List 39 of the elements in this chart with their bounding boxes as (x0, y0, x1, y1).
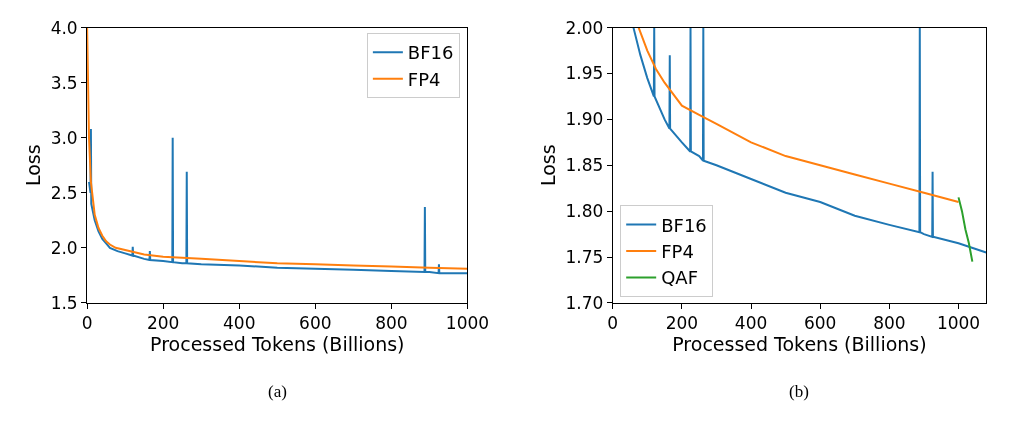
y-tick-label: 4.0 (50, 17, 78, 38)
x-tick-label: 1000 (936, 313, 981, 334)
x-tick-label: 400 (223, 313, 256, 334)
line-series (957, 196, 974, 263)
x-axis-title: Processed Tokens (Billions) (672, 333, 927, 356)
y-tick-label: 1.75 (565, 246, 604, 267)
legend-label: FP4 (661, 241, 694, 263)
y-tick-label: 2.5 (50, 182, 78, 203)
x-tick-label: 1000 (445, 313, 490, 334)
x-tick-label: 0 (607, 313, 619, 334)
x-tick-label: 800 (873, 313, 906, 334)
line-series (637, 27, 960, 203)
y-tick-label: 3.0 (50, 127, 78, 148)
y-tick-label: 1.85 (565, 155, 604, 176)
text: (a) (268, 382, 287, 401)
y-axis-title: Loss (22, 144, 45, 187)
y-tick-label: 2.0 (50, 237, 78, 258)
y-tick-label: 2.00 (565, 17, 604, 38)
x-tick-label: 400 (734, 313, 768, 334)
x-tick-label: 0 (81, 313, 93, 334)
x-tick-label: 200 (146, 313, 180, 334)
line-series (88, 127, 468, 275)
x-axis-title: Processed Tokens (Billions) (150, 333, 405, 356)
x-tick-label: 600 (803, 313, 837, 334)
text: (b) (789, 382, 809, 401)
legend-label: QAF (661, 267, 699, 289)
x-tick-label: 200 (665, 313, 699, 334)
y-tick-label: 1.5 (50, 292, 78, 313)
legend-label: FP4 (407, 68, 441, 90)
y-tick-label: 1.95 (565, 63, 604, 84)
y-tick-label: 1.70 (565, 292, 604, 313)
x-tick-label: 800 (375, 313, 408, 334)
y-tick-label: 1.90 (565, 109, 604, 130)
legend-label: BF16 (407, 42, 454, 64)
legend-label: BF16 (661, 214, 707, 236)
y-tick-label: 3.5 (50, 72, 78, 93)
y-tick-label: 1.80 (565, 201, 604, 222)
y-axis-title: Loss (537, 144, 560, 187)
x-tick-label: 600 (299, 313, 332, 334)
